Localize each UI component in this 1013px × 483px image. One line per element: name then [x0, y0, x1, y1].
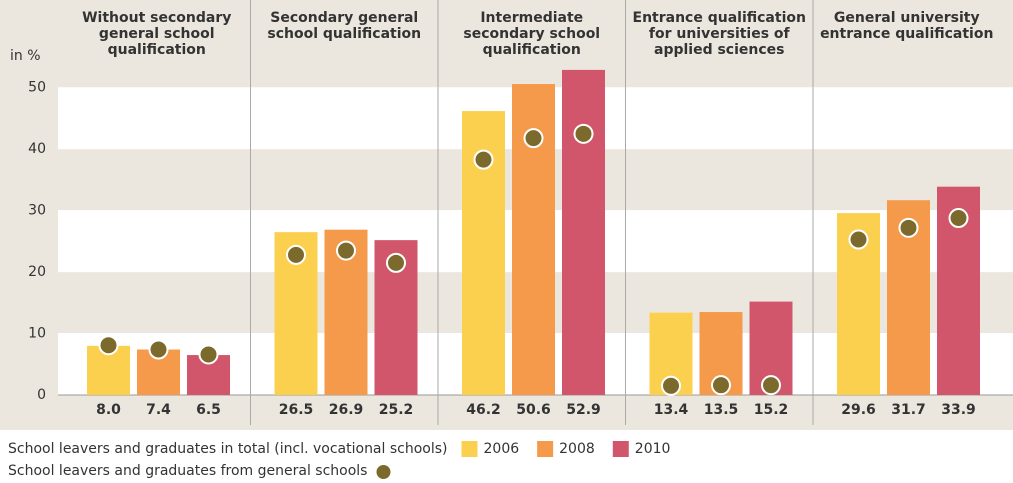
general-dot [286, 244, 306, 265]
value-label: 31.7 [891, 402, 926, 418]
general-dot [148, 339, 169, 360]
y-tick-label: 0 [37, 387, 46, 403]
general-dot [948, 208, 969, 229]
general-dot [761, 375, 781, 396]
legend-label: 2008 [559, 441, 595, 457]
y-axis-label: in % [10, 48, 41, 64]
general-dot [523, 128, 544, 149]
value-label: 26.9 [329, 402, 364, 418]
value-label: 52.9 [566, 402, 601, 418]
value-label: 46.2 [466, 402, 501, 418]
general-dot [661, 375, 681, 396]
general-dot [473, 149, 494, 170]
value-label: 15.2 [754, 402, 789, 418]
general-dot [573, 123, 594, 144]
value-label: 13.4 [654, 402, 689, 418]
y-tick-label: 40 [28, 141, 46, 157]
value-label: 8.0 [96, 402, 121, 418]
general-dot [386, 252, 406, 273]
value-label: 6.5 [196, 402, 221, 418]
group-title: Secondary general school qualification [267, 10, 422, 42]
general-dot [198, 344, 219, 365]
y-tick-label: 10 [28, 326, 46, 342]
legend-swatch [537, 441, 554, 457]
label-row [58, 395, 1013, 425]
y-tick-label: 20 [28, 264, 46, 280]
legend-label: 2010 [635, 441, 671, 457]
group-title: Without secondary general school qualifi… [82, 10, 232, 58]
value-label: 29.6 [841, 402, 876, 418]
legend-label: School leavers and graduates in total (i… [8, 441, 448, 457]
legend-label: 2006 [484, 441, 520, 457]
general-dot [898, 217, 919, 238]
value-label: 26.5 [279, 402, 314, 418]
general-dot [848, 229, 869, 250]
value-label: 50.6 [516, 402, 551, 418]
legend-swatch [612, 441, 629, 457]
group-title: Entrance qualification for universities … [632, 10, 806, 58]
value-label: 25.2 [379, 402, 414, 418]
y-tick-label: 30 [28, 203, 46, 219]
general-dot [336, 240, 356, 261]
legend-label: School leavers and graduates from genera… [8, 463, 367, 479]
group-title: Intermediate secondary school qualificat… [463, 10, 601, 58]
legend-dot [374, 463, 393, 481]
general-dot [711, 375, 731, 396]
bar [562, 69, 605, 395]
value-label: 7.4 [146, 402, 171, 418]
legend-swatch [461, 441, 478, 457]
group-title: General university entrance qualificatio… [820, 10, 994, 42]
value-label: 13.5 [704, 402, 739, 418]
general-dot [98, 335, 119, 356]
value-label: 33.9 [941, 402, 976, 418]
y-tick-label: 50 [28, 80, 46, 96]
